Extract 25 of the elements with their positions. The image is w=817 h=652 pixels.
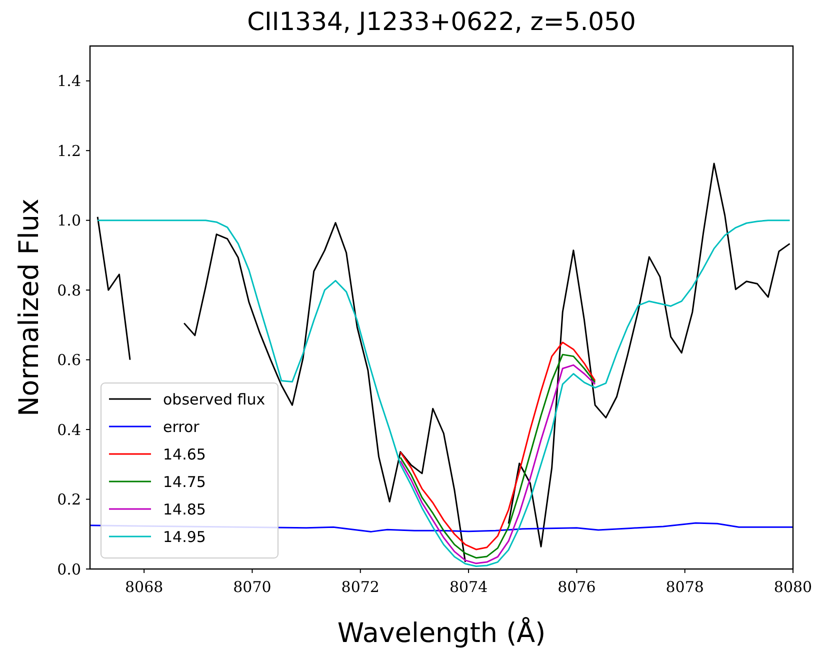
x-tick-label: 8072 <box>341 578 380 596</box>
legend-label: 14.75 <box>163 472 206 491</box>
legend-label: 14.85 <box>163 500 206 518</box>
legend-label: observed flux <box>163 390 266 408</box>
legend-label: error <box>163 418 200 436</box>
y-tick-label: 1.4 <box>57 72 81 90</box>
chart-title: CII1334, J1233+0622, z=5.050 <box>247 7 636 36</box>
line-series <box>96 220 791 567</box>
x-tick-label: 8078 <box>666 578 704 596</box>
y-tick-label: 1.2 <box>57 142 81 160</box>
y-axis-title: Normalized Flux <box>14 198 45 416</box>
y-tick-label: 1.0 <box>57 212 81 230</box>
legend-label: 14.95 <box>163 528 206 546</box>
legend-label: 14.65 <box>163 445 206 464</box>
x-tick-label: 8070 <box>233 578 272 596</box>
x-tick-label: 8074 <box>449 578 488 596</box>
x-tick-label: 8080 <box>774 578 812 596</box>
x-tick-label: 8068 <box>124 578 164 596</box>
y-tick-label: 0.2 <box>57 490 81 509</box>
x-axis-title: Wavelength (Å) <box>337 616 546 649</box>
y-tick-label: 0.8 <box>57 281 81 300</box>
y-tick-label: 0.4 <box>57 420 81 439</box>
y-tick-label: 0.0 <box>57 560 81 578</box>
x-tick-label: 8076 <box>558 578 596 596</box>
y-tick-label: 0.6 <box>57 351 81 370</box>
